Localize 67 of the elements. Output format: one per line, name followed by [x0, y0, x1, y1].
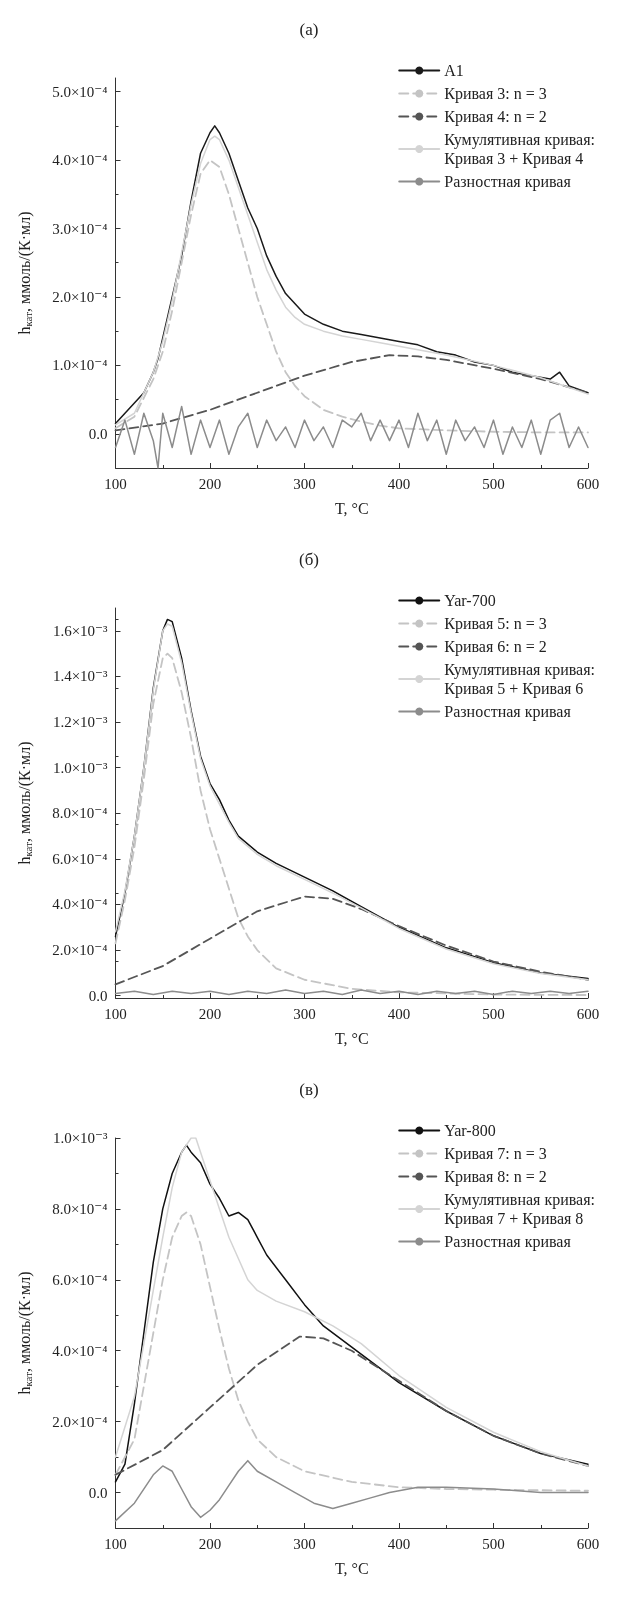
y-tick-label: 0.0: [88, 1484, 108, 1501]
y-tick-label: 5.0×10⁻⁴: [52, 83, 108, 100]
legend-label: Кумулятивная кривая: Кривая 5 + Кривая 6: [444, 661, 596, 698]
y-tick-label: 6.0×10⁻⁴: [52, 850, 108, 867]
x-tick-label: 500: [482, 1535, 505, 1552]
y-tick-label: 2.0×10⁻⁴: [52, 1413, 108, 1430]
legend-label: Кумулятивная кривая: Кривая 3 + Кривая 4: [444, 131, 596, 168]
x-tick-label: 300: [293, 475, 316, 492]
y-tick-label: 2.0×10⁻⁴: [52, 942, 108, 959]
y-tick-label: 4.0×10⁻⁴: [52, 896, 108, 913]
y-tick-label: 3.0×10⁻⁴: [52, 220, 108, 237]
y-tick-label: 1.0×10⁻⁴: [52, 357, 108, 374]
chart-title: (в): [299, 1080, 319, 1099]
y-axis-title: hкат, ммоль/(К·мл): [15, 741, 34, 865]
x-tick-label: 200: [198, 475, 222, 492]
x-tick-label: 200: [198, 1535, 222, 1552]
legend-label: Кривая 4: n = 2: [444, 108, 547, 126]
x-tick-label: 500: [482, 475, 505, 492]
legend-label: Кумулятивная кривая: Кривая 7 + Кривая 8: [444, 1191, 596, 1228]
y-tick-label: 1.0×10⁻³: [52, 759, 108, 776]
chart-title: (a): [299, 20, 319, 39]
x-tick-label: 100: [104, 475, 127, 492]
y-tick-label: 4.0×10⁻⁴: [52, 1342, 108, 1359]
legend-label: Кривая 6: n = 2: [444, 638, 547, 656]
x-tick-label: 200: [198, 1005, 222, 1022]
x-tick-label: 600: [576, 475, 600, 492]
y-tick-label: 1.2×10⁻³: [52, 714, 108, 731]
legend-label: Разностная кривая: [444, 703, 572, 721]
y-tick-label: 6.0×10⁻⁴: [52, 1271, 108, 1288]
legend-label: Разностная кривая: [444, 173, 572, 191]
x-tick-label: 400: [387, 1535, 411, 1552]
x-tick-label: 400: [387, 1005, 411, 1022]
x-tick-label: 100: [104, 1005, 127, 1022]
line-series: [114, 354, 589, 432]
y-tick-label: 1.4×10⁻³: [52, 668, 108, 685]
y-tick-label: 1.0×10⁻³: [52, 1130, 108, 1146]
x-axis-title: T, °C: [334, 1029, 369, 1047]
legend-label: Yar-700: [444, 592, 496, 609]
chart-title: (б): [299, 550, 319, 569]
y-tick-label: 4.0×10⁻⁴: [52, 152, 108, 169]
y-tick-label: 0.0: [88, 987, 108, 1004]
y-tick-label: 2.0×10⁻⁴: [52, 288, 108, 305]
x-tick-label: 300: [293, 1535, 316, 1552]
legend-label: Кривая 8: n = 2: [444, 1168, 547, 1186]
y-tick-label: 8.0×10⁻⁴: [52, 1200, 108, 1217]
x-axis-title: T, °C: [334, 499, 369, 517]
y-axis-title: hкат, ммоль/(К·мл): [15, 211, 34, 335]
legend-label: Кривая 5: n = 3: [444, 615, 547, 633]
legend-label: A1: [444, 62, 464, 79]
y-tick-label: 1.6×10⁻³: [52, 622, 108, 639]
line-series: [114, 1459, 589, 1522]
x-tick-label: 100: [104, 1535, 127, 1552]
legend-label: Кривая 7: n = 3: [444, 1145, 547, 1163]
x-tick-label: 600: [576, 1005, 600, 1022]
y-tick-label: 0.0: [88, 425, 108, 442]
x-tick-label: 400: [387, 475, 411, 492]
legend-label: Разностная кривая: [444, 1233, 572, 1251]
legend-label: Yar-800: [444, 1122, 496, 1139]
x-tick-label: 300: [293, 1005, 316, 1022]
y-axis-title: hкат, ммоль/(К·мл): [15, 1271, 34, 1395]
line-series: [114, 895, 589, 986]
x-axis-title: T, °C: [334, 1559, 369, 1577]
x-tick-label: 500: [482, 1005, 505, 1022]
line-series: [114, 1211, 589, 1492]
legend-label: Кривая 3: n = 3: [444, 85, 547, 103]
x-tick-label: 600: [576, 1535, 600, 1552]
y-tick-label: 8.0×10⁻⁴: [52, 805, 108, 822]
